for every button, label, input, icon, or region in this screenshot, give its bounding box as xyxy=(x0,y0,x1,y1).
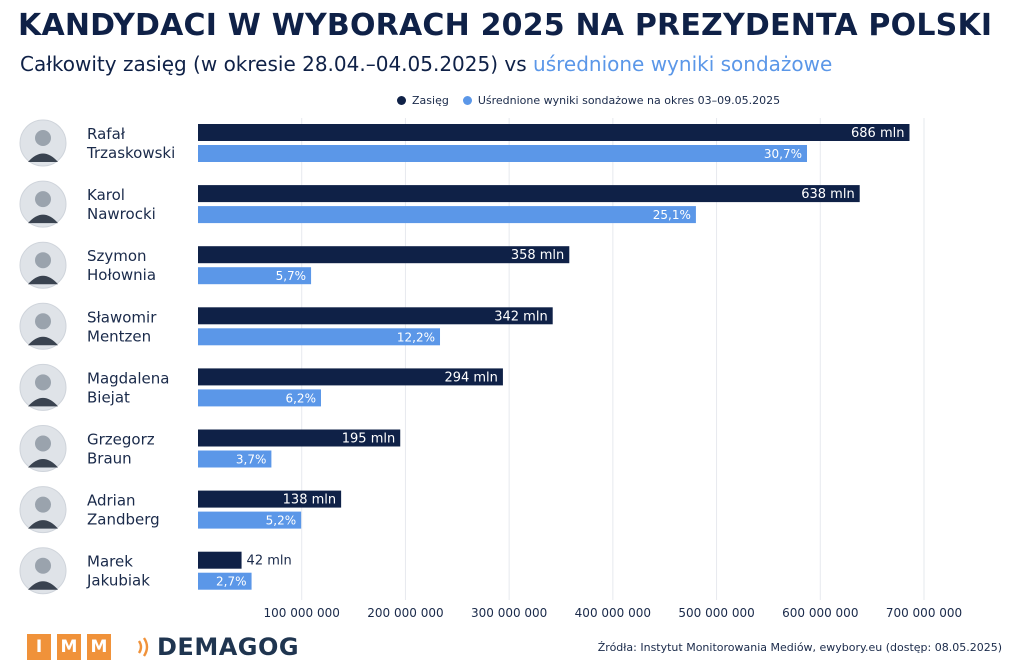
bar-poll xyxy=(198,572,252,590)
candidate-last-name: Braun xyxy=(87,450,132,468)
legend-dot-reach xyxy=(397,96,406,105)
avatar-body xyxy=(28,214,58,224)
bar-poll-label: 30,7% xyxy=(764,147,802,161)
bar-reach-label: 195 mln xyxy=(342,432,395,447)
candidate-last-name: Jakubiak xyxy=(86,572,150,590)
legend-dot-poll xyxy=(462,96,472,105)
bar-reach-label: 358 mln xyxy=(511,248,564,263)
bar-reach-label: 138 mln xyxy=(283,493,336,508)
avatar-body xyxy=(28,336,58,346)
bar-reach xyxy=(198,429,401,447)
avatar-head xyxy=(35,496,51,513)
x-tick-label: 300 000 000 xyxy=(471,606,547,620)
avatar-body xyxy=(28,275,58,285)
chart-subtitle: Całkowity zasięg (w okresie 28.04.–04.05… xyxy=(20,52,832,76)
demagog-logo: DEMAGOG xyxy=(137,633,299,661)
x-tick-label: 600 000 000 xyxy=(782,606,858,620)
legend-item-reach: Zasięg xyxy=(397,94,449,107)
candidate-last-name: Trzaskowski xyxy=(86,144,175,162)
bar-reach-label: 686 mln xyxy=(851,126,904,141)
avatar-body xyxy=(28,581,58,590)
avatar-body xyxy=(28,153,58,162)
bar-poll xyxy=(198,145,807,162)
bar-reach xyxy=(198,368,503,386)
bar-poll-label: 5,2% xyxy=(266,514,297,528)
subtitle-main: Całkowity zasięg (w okresie 28.04.–04.05… xyxy=(20,52,534,76)
source-note: Źródła: Instytut Monitorowania Mediów, e… xyxy=(597,641,1002,654)
avatar-head xyxy=(35,374,51,391)
avatar-head xyxy=(35,435,51,452)
avatar-head xyxy=(35,557,51,574)
bar-reach-label: 342 mln xyxy=(494,309,547,324)
bar-reach xyxy=(198,490,342,508)
bar-poll xyxy=(198,389,321,407)
x-tick-label: 400 000 000 xyxy=(575,606,651,620)
legend-label-reach: Zasięg xyxy=(412,94,449,107)
avatar-body xyxy=(28,520,58,529)
footer-logos: I M M DEMAGOG xyxy=(27,633,299,661)
bar-poll-label: 2,7% xyxy=(216,575,247,589)
avatar-head xyxy=(35,130,51,146)
avatar-head xyxy=(35,313,51,330)
candidate-last-name: Zandberg xyxy=(87,511,160,529)
demagog-logo-text: DEMAGOG xyxy=(157,633,300,661)
bar-reach-label: 42 mln xyxy=(247,554,292,569)
candidate-last-name: Hołownia xyxy=(87,266,156,284)
bar-reach xyxy=(198,246,570,264)
bar-poll-label: 25,1% xyxy=(653,208,691,222)
bar-reach-label: 294 mln xyxy=(444,370,497,385)
candidate-first-name: Karol xyxy=(87,186,125,204)
bar-poll xyxy=(198,511,302,529)
imm-logo-letter-2: M xyxy=(57,634,81,660)
candidate-first-name: Adrian xyxy=(87,492,136,510)
bar-reach-label: 638 mln xyxy=(801,187,854,202)
legend-item-poll: Uśrednione wyniki sondażowe na okres 03–… xyxy=(462,94,781,107)
bar-reach xyxy=(198,185,860,203)
x-tick-label: 100 000 000 xyxy=(264,606,340,620)
demagog-mark-icon xyxy=(137,637,149,657)
bar-poll xyxy=(198,267,312,285)
candidate-first-name: Sławomir xyxy=(87,308,157,326)
chart-legend: Zasięg Uśrednione wyniki sondażowe na ok… xyxy=(397,94,794,107)
bar-poll-label: 12,2% xyxy=(397,330,435,344)
bar-poll xyxy=(198,328,441,346)
bar-poll-label: 3,7% xyxy=(236,453,267,467)
legend-label-poll: Uśrednione wyniki sondażowe na okres 03–… xyxy=(477,94,781,107)
imm-logo-letter-1: I xyxy=(27,634,51,660)
candidate-last-name: Biejat xyxy=(87,388,130,406)
x-tick-label: 700 000 000 xyxy=(886,606,962,620)
subtitle-highlight: uśrednione wyniki sondażowe xyxy=(533,52,833,76)
candidate-first-name: Magdalena xyxy=(87,369,169,387)
bar-reach xyxy=(198,307,553,325)
bar-reach xyxy=(198,551,242,569)
candidate-last-name: Mentzen xyxy=(87,327,151,345)
x-tick-label: 200 000 000 xyxy=(367,606,443,620)
imm-logo-letter-3: M xyxy=(87,634,111,660)
bar-reach xyxy=(198,124,910,141)
candidate-last-name: Nawrocki xyxy=(87,205,156,223)
bar-poll xyxy=(198,206,696,224)
candidate-first-name: Grzegorz xyxy=(87,431,155,449)
avatar-head xyxy=(35,191,51,208)
candidate-first-name: Marek xyxy=(87,553,133,571)
avatar-head xyxy=(35,252,51,269)
avatar-body xyxy=(28,397,58,407)
chart-title: KANDYDACI W WYBORACH 2025 NA PREZYDENTA … xyxy=(18,8,993,43)
bar-poll-label: 5,7% xyxy=(276,269,307,283)
bar-poll-label: 6,2% xyxy=(285,391,316,405)
candidate-first-name: Rafał xyxy=(87,125,126,143)
avatar-body xyxy=(28,459,58,468)
bar-poll xyxy=(198,450,272,468)
x-tick-label: 500 000 000 xyxy=(678,606,754,620)
candidate-first-name: Szymon xyxy=(87,247,147,265)
